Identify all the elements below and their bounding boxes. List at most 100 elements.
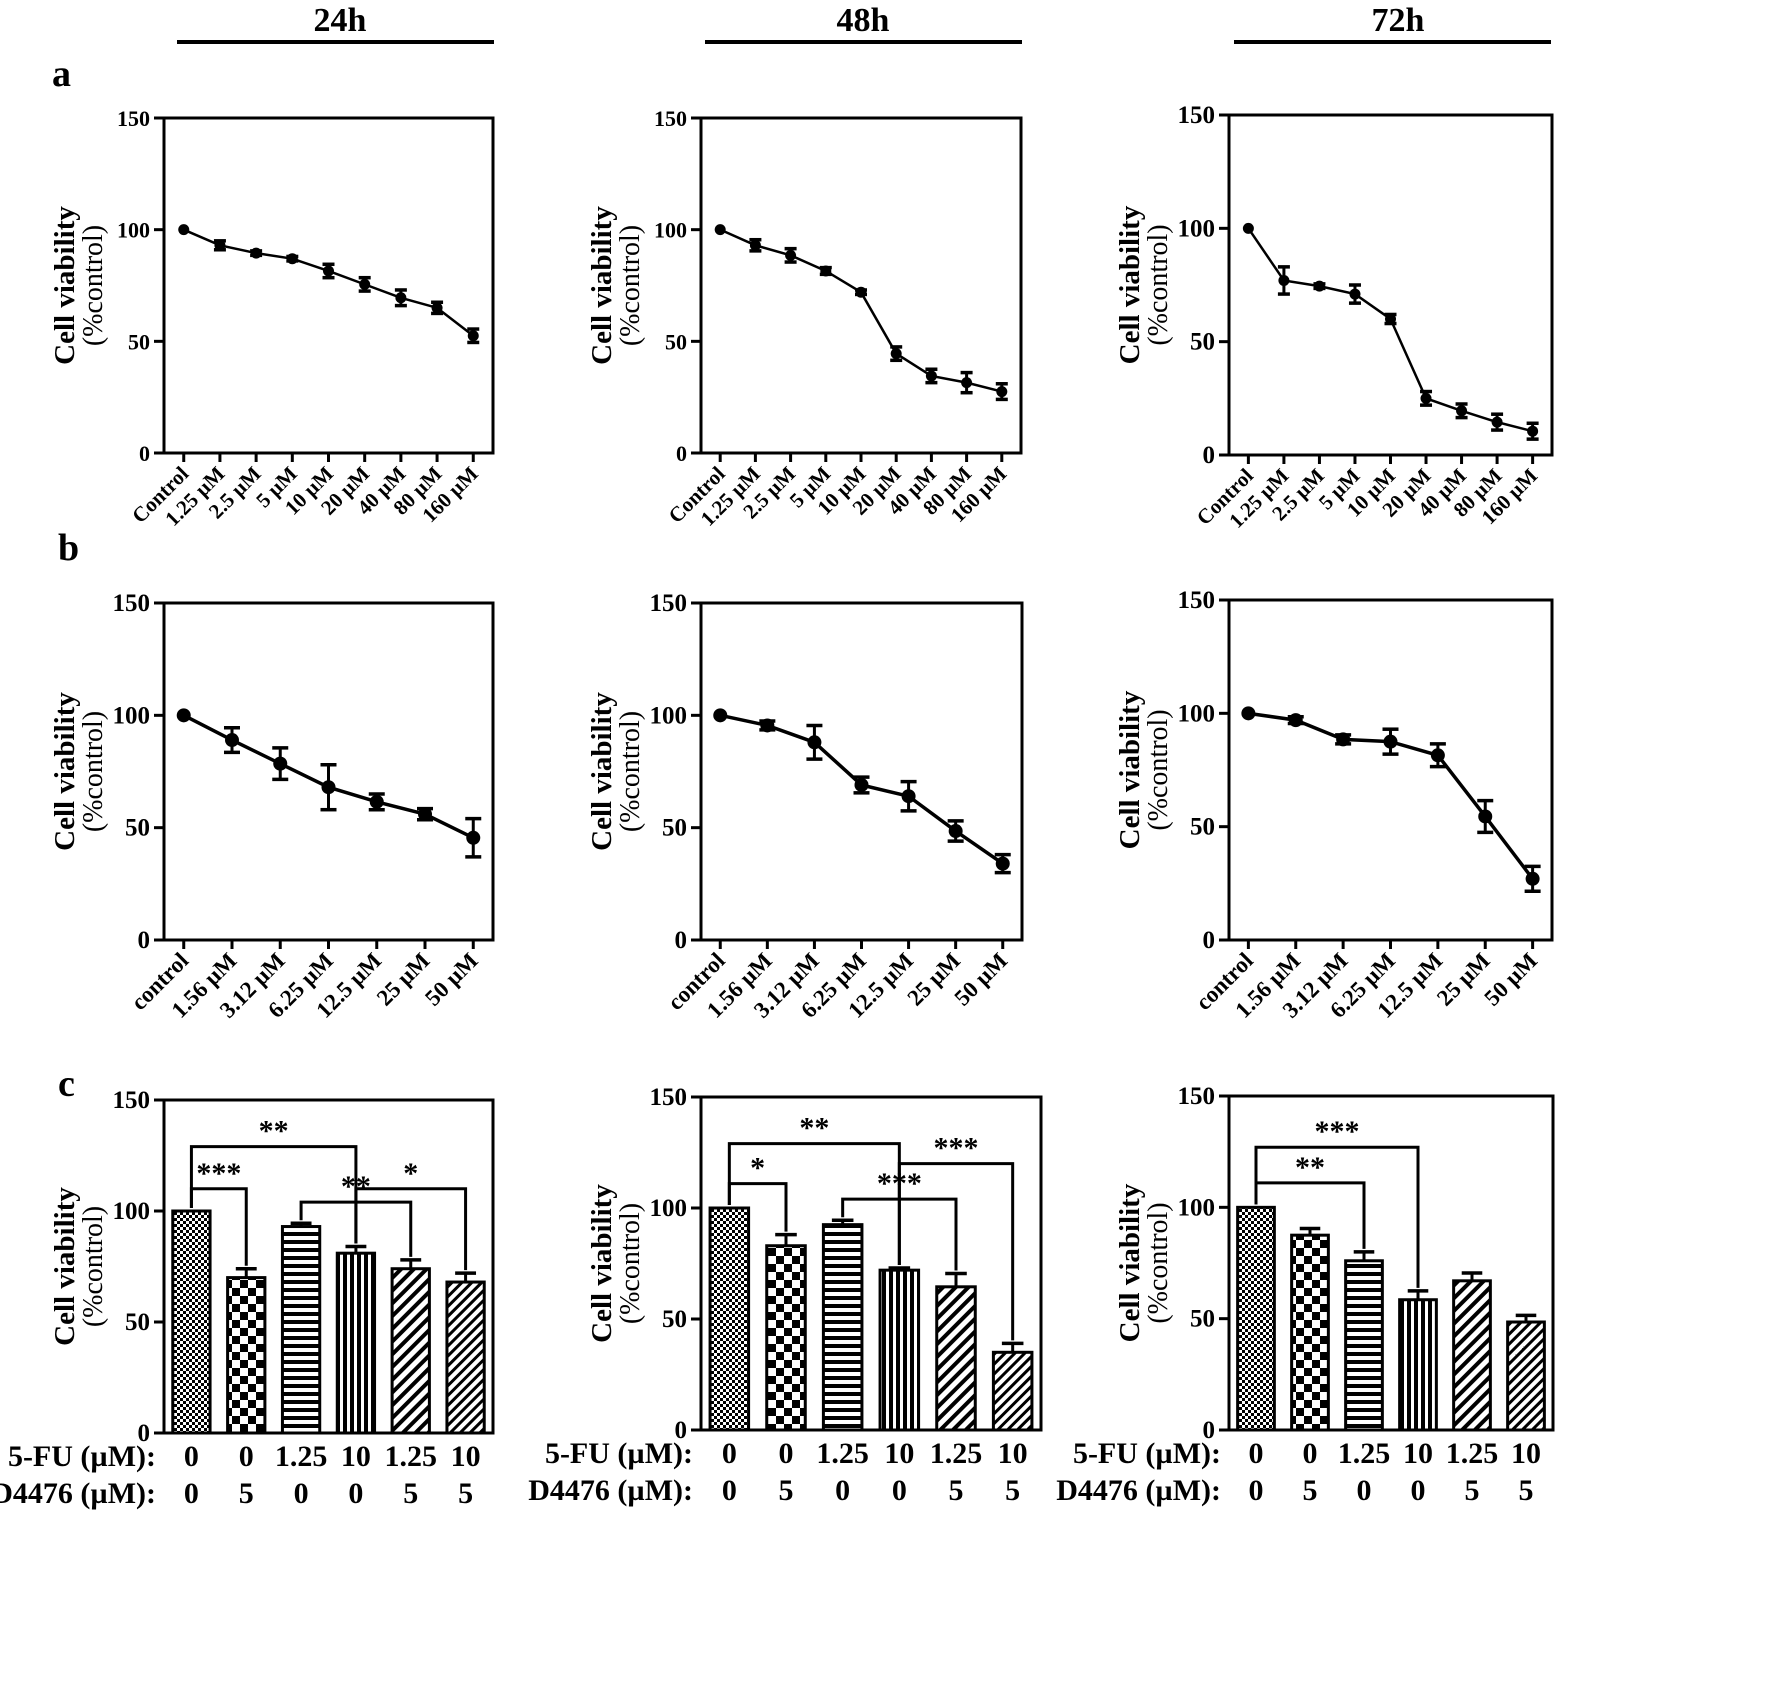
plot-frame-b-48h (699, 601, 1024, 942)
data-point-a-48h-4 (855, 286, 867, 298)
significance-label-c-24h-0: *** (196, 1157, 241, 1190)
header-line-24h (177, 40, 494, 44)
data-point-b-72h-4 (1430, 748, 1445, 763)
y-tick-label-b-72h-0: 0 (1203, 927, 1216, 954)
y-axis-title-a-72h: Cell viability (1114, 205, 1146, 364)
significance-label-c-24h-1: ** (259, 1115, 289, 1148)
y-tick-label-c-24h-100: 100 (113, 1198, 151, 1225)
y-axis-title-a-24h: Cell viability (49, 206, 81, 365)
y-tick-label-c-24h-0: 0 (138, 1420, 151, 1447)
data-point-a-72h-8 (1527, 425, 1539, 437)
y-axis-title-c-48h: Cell viability (586, 1184, 618, 1343)
y-axis-subtitle-b-24h: (%control) (78, 711, 109, 832)
plot-frame-a-72h (1227, 113, 1554, 457)
y-axis-title-a-48h: Cell viability (586, 206, 618, 365)
y-tick-label-a-72h-100: 100 (1178, 215, 1216, 242)
y-axis-subtitle-a-72h: (%control) (1143, 224, 1174, 345)
data-point-a-24h-1 (214, 239, 226, 251)
data-point-a-24h-6 (395, 292, 407, 304)
d4476-value-c-24h-3: 0 (348, 1477, 363, 1510)
y-axis-subtitle-a-48h: (%control) (615, 225, 646, 346)
d4476-row-label-c-48h: D4476 (µM): (528, 1474, 693, 1507)
y-tick-label-a-48h-0: 0 (676, 441, 687, 466)
panel-label-c: c (58, 1063, 75, 1105)
y-tick-label-b-72h-100: 100 (1178, 700, 1216, 727)
data-point-a-72h-7 (1491, 416, 1503, 428)
data-point-b-24h-2 (273, 756, 288, 771)
bar-c-72h-2 (1344, 1259, 1384, 1432)
data-point-b-24h-1 (224, 733, 239, 748)
x-tick-label-b-72h-5: 25 µM (1432, 948, 1495, 1011)
fu-value-c-24h-4: 1.25 (385, 1440, 438, 1473)
data-point-b-48h-1 (760, 718, 775, 733)
data-point-b-24h-0 (176, 708, 191, 723)
y-tick-label-b-72h-50: 50 (1190, 814, 1215, 841)
fu-value-c-72h-5: 10 (1511, 1437, 1541, 1470)
d4476-value-c-24h-1: 5 (239, 1477, 254, 1510)
fu-value-c-24h-1: 0 (239, 1440, 254, 1473)
fu-value-c-72h-1: 0 (1303, 1437, 1318, 1470)
bar-c-72h-5 (1506, 1320, 1546, 1432)
panel-label-b: b (58, 527, 80, 569)
header-line-48h (705, 40, 1022, 44)
y-axis-title-b-24h: Cell viability (49, 692, 81, 851)
significance-bracket-c-72h-1 (1254, 1145, 1420, 1288)
header-72h: 72h (1371, 2, 1425, 39)
data-point-a-72h-3 (1349, 288, 1361, 300)
fu-value-c-24h-0: 0 (184, 1440, 199, 1473)
bar-c-24h-4 (390, 1267, 431, 1435)
plot-frame-b-72h (1227, 598, 1554, 942)
bar-c-72h-1 (1290, 1233, 1330, 1432)
header-48h: 48h (836, 2, 890, 39)
data-point-a-24h-5 (359, 278, 371, 290)
fu-value-c-72h-4: 1.25 (1446, 1437, 1499, 1470)
significance-label-c-24h-3: * (403, 1157, 418, 1190)
data-point-a-72h-1 (1278, 274, 1290, 286)
y-tick-label-a-72h-0: 0 (1203, 442, 1216, 469)
y-tick-label-a-24h-0: 0 (139, 441, 150, 466)
y-axis-subtitle-a-24h: (%control) (78, 225, 109, 346)
bar-c-48h-2 (821, 1223, 864, 1432)
header-line-72h (1234, 40, 1551, 44)
significance-bracket-c-48h-3 (897, 1162, 1015, 1341)
fu-value-c-72h-0: 0 (1249, 1437, 1264, 1470)
d4476-value-c-48h-3: 0 (892, 1474, 907, 1507)
data-point-b-48h-0 (713, 708, 728, 723)
data-point-b-72h-6 (1525, 871, 1540, 886)
y-tick-label-c-72h-50: 50 (1190, 1306, 1215, 1333)
fu-value-c-48h-4: 1.25 (930, 1437, 983, 1470)
y-tick-label-c-24h-150: 150 (113, 1087, 151, 1114)
header-24h: 24h (313, 2, 367, 39)
fu-row-label-c-72h: 5-FU (µM): (1073, 1437, 1221, 1470)
d4476-value-c-72h-2: 0 (1357, 1474, 1372, 1507)
y-axis-subtitle-b-48h: (%control) (615, 711, 646, 832)
bar-c-72h-3 (1398, 1298, 1438, 1432)
y-tick-label-a-48h-50: 50 (665, 329, 687, 354)
y-tick-label-b-24h-0: 0 (138, 927, 151, 954)
y-tick-label-c-48h-100: 100 (650, 1195, 688, 1222)
d4476-value-c-48h-5: 5 (1005, 1474, 1020, 1507)
significance-bracket-c-24h-3 (354, 1187, 468, 1271)
d4476-value-c-24h-4: 5 (403, 1477, 418, 1510)
plot-frame-c-72h (1227, 1094, 1555, 1432)
data-point-b-48h-5 (948, 824, 963, 839)
bar-c-48h-3 (878, 1268, 921, 1432)
x-tick-label-b-24h-5: 25 µM (372, 948, 435, 1011)
data-point-a-72h-2 (1313, 280, 1325, 292)
data-point-a-48h-6 (925, 370, 937, 382)
data-point-b-48h-3 (854, 777, 869, 792)
data-point-b-72h-1 (1288, 713, 1303, 728)
data-point-b-72h-3 (1383, 734, 1398, 749)
d4476-row-label-c-24h: D4476 (µM): (0, 1477, 156, 1510)
bar-c-24h-3 (335, 1251, 377, 1435)
y-axis-title-b-48h: Cell viability (586, 692, 618, 851)
data-point-a-24h-2 (250, 247, 262, 259)
data-point-b-48h-4 (901, 789, 916, 804)
d4476-value-c-48h-0: 0 (722, 1474, 737, 1507)
y-tick-label-b-72h-150: 150 (1178, 587, 1216, 614)
bar-c-24h-0 (171, 1209, 212, 1435)
d4476-value-c-48h-4: 5 (949, 1474, 964, 1507)
plot-frame-c-24h (162, 1098, 495, 1435)
significance-label-c-48h-1: ** (799, 1112, 829, 1145)
data-point-a-48h-0 (714, 224, 726, 236)
